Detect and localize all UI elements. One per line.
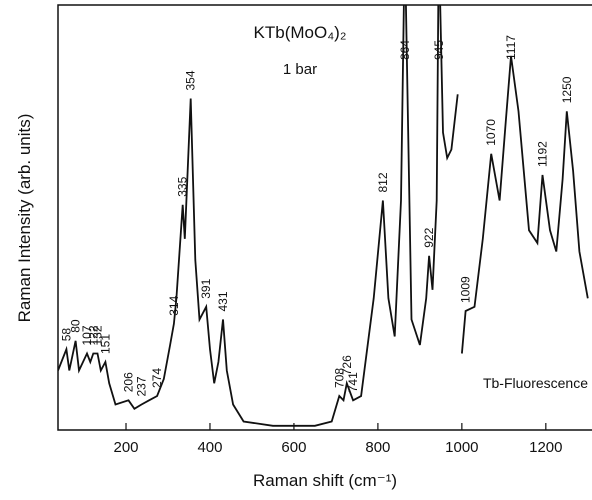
peak-label: 1250 <box>560 76 574 103</box>
x-tick-label: 600 <box>281 439 306 456</box>
peak-label: 726 <box>340 355 354 375</box>
peak-label: 1117 <box>504 35 518 60</box>
annotation: Tb-Fluorescence <box>483 375 588 391</box>
peak-label: 945 <box>432 40 446 60</box>
peak-label: 314 <box>167 295 181 315</box>
peak-label: 1070 <box>484 119 498 146</box>
peak-label: 237 <box>135 376 149 396</box>
chart-subtitle: 1 bar <box>283 61 317 78</box>
peak-label: 122 <box>86 325 100 345</box>
x-tick-label: 200 <box>113 439 138 456</box>
peak-label: 922 <box>422 227 436 247</box>
peak-label: 151 <box>98 334 112 354</box>
x-tick-label: 400 <box>197 439 222 456</box>
peak-label: 812 <box>376 172 390 192</box>
peak-label: 80 <box>69 319 83 333</box>
peak-label: 708 <box>332 368 346 388</box>
y-axis-label: Raman Intensity (arb. units) <box>15 114 34 323</box>
peak-label: 864 <box>398 40 412 60</box>
peak-label: 335 <box>176 176 190 196</box>
peak-label: 391 <box>199 278 213 298</box>
x-axis-label: Raman shift (cm⁻¹) <box>253 471 397 490</box>
chart-title: KTb(MoO₄)₂ <box>254 23 347 42</box>
spectrum-line <box>58 5 589 427</box>
peak-label: 354 <box>184 70 198 90</box>
peak-label: 132 <box>90 325 104 345</box>
x-tick-label: 1200 <box>529 439 562 456</box>
peak-label: 58 <box>59 328 73 342</box>
plot-frame <box>57 4 592 431</box>
peak-label: 107 <box>80 325 94 345</box>
peak-label: 431 <box>216 291 230 311</box>
peak-label: 1192 <box>535 141 549 167</box>
x-tick-label: 800 <box>365 439 390 456</box>
x-tick-label: 1000 <box>445 439 478 456</box>
peak-label: 741 <box>346 372 360 392</box>
peak-label: 1009 <box>459 276 473 303</box>
peak-label: 274 <box>150 368 164 388</box>
peak-label: 206 <box>122 372 136 392</box>
